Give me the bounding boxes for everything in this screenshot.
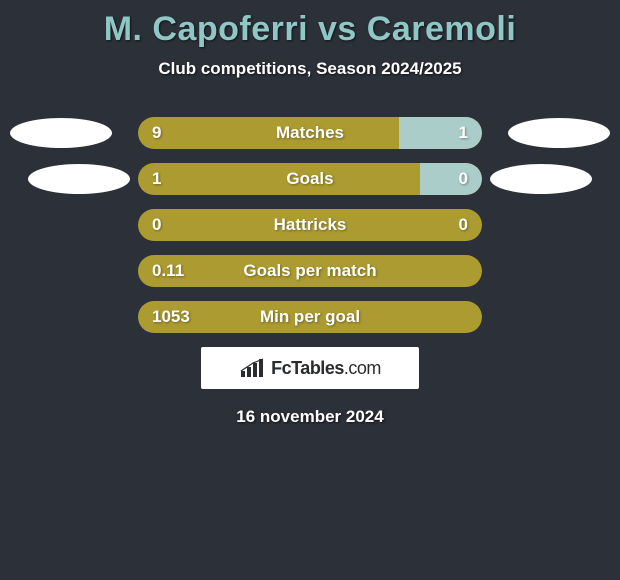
stat-value-left: 1 — [138, 169, 208, 189]
stat-value-right: 1 — [412, 123, 482, 143]
stat-bar: 0.11Goals per match — [138, 255, 482, 287]
stat-label: Goals — [208, 169, 412, 189]
stat-value-left: 0.11 — [138, 261, 208, 281]
stat-row: 1053Min per goal — [0, 301, 620, 333]
stat-label: Matches — [208, 123, 412, 143]
stat-row: 9Matches1 — [0, 117, 620, 149]
stat-bar: 0Hattricks0 — [138, 209, 482, 241]
logo-text-bold: FcTables — [271, 358, 344, 378]
bars-icon — [239, 357, 267, 379]
stat-row: 1Goals0 — [0, 163, 620, 195]
player-right-avatar — [508, 118, 610, 148]
stat-row: 0.11Goals per match — [0, 255, 620, 287]
logo-badge: FcTables.com — [201, 347, 419, 389]
stat-bar: 1053Min per goal — [138, 301, 482, 333]
stat-value-left: 9 — [138, 123, 208, 143]
player-right-avatar — [490, 164, 592, 194]
page-title: M. Capoferri vs Caremoli — [0, 0, 620, 49]
stat-label: Min per goal — [208, 307, 412, 327]
stat-bar: 1Goals0 — [138, 163, 482, 195]
comparison-infographic: M. Capoferri vs Caremoli Club competitio… — [0, 0, 620, 580]
date-line: 16 november 2024 — [0, 407, 620, 427]
player-left-avatar — [10, 118, 112, 148]
logo-text: FcTables.com — [271, 358, 381, 379]
page-subtitle: Club competitions, Season 2024/2025 — [0, 59, 620, 79]
logo-text-thin: .com — [344, 358, 381, 378]
stat-label: Goals per match — [208, 261, 412, 281]
stat-label: Hattricks — [208, 215, 412, 235]
stat-row: 0Hattricks0 — [0, 209, 620, 241]
stat-value-right: 0 — [412, 169, 482, 189]
stat-value-left: 1053 — [138, 307, 208, 327]
player-left-avatar — [28, 164, 130, 194]
stat-value-left: 0 — [138, 215, 208, 235]
stats-container: 9Matches11Goals00Hattricks00.11Goals per… — [0, 117, 620, 333]
stat-value-right: 0 — [412, 215, 482, 235]
stat-bar: 9Matches1 — [138, 117, 482, 149]
